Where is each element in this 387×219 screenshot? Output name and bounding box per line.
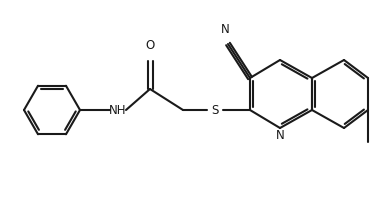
Text: N: N: [276, 129, 284, 142]
Text: S: S: [211, 104, 219, 117]
Text: NH: NH: [109, 104, 127, 117]
Text: N: N: [221, 23, 229, 36]
Text: O: O: [146, 39, 155, 52]
